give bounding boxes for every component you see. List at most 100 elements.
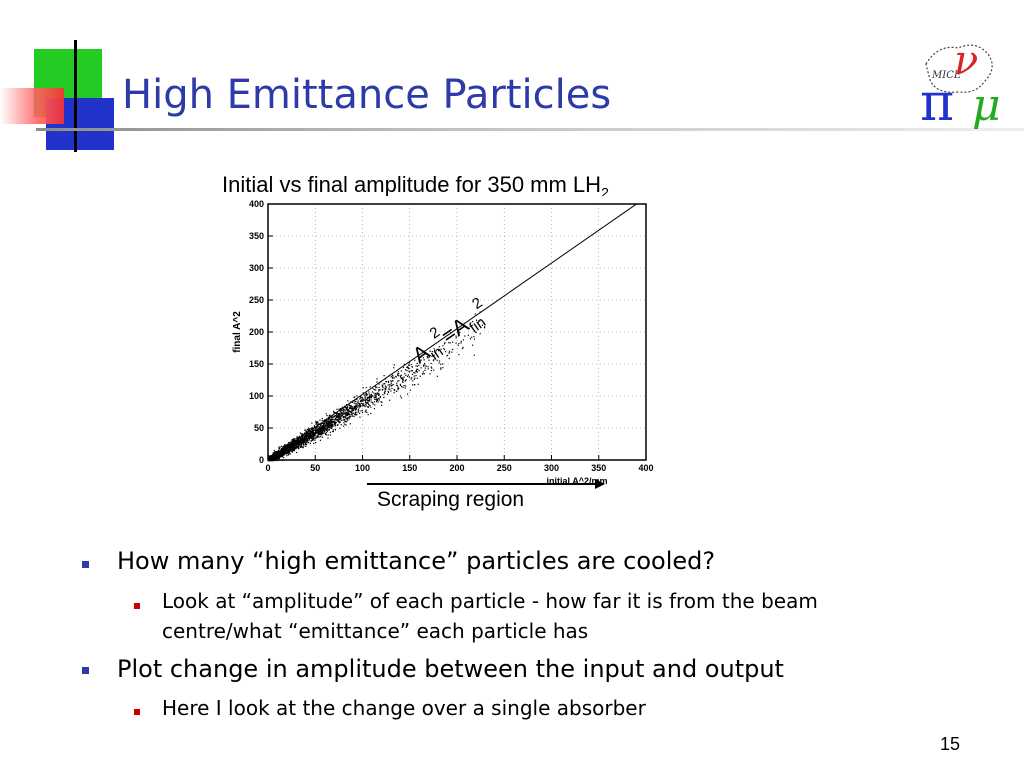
data-point [329,414,331,416]
data-point [399,383,401,385]
data-point [333,422,336,424]
data-point [293,446,295,448]
data-point [320,433,322,435]
logo-label: MICE [931,70,962,81]
data-point [328,418,331,420]
data-point [384,387,386,390]
data-point [409,389,411,391]
data-point [448,342,450,344]
data-point [325,428,327,430]
data-point [348,413,350,415]
data-point [392,380,394,382]
data-point [301,437,303,439]
data-point [423,359,425,361]
data-point [364,398,366,400]
data-point [281,455,283,457]
data-point [346,409,348,411]
data-point [287,448,289,450]
data-point [300,445,302,448]
data-point [306,436,308,438]
data-point [481,324,484,326]
data-point [396,390,398,392]
data-point [446,355,448,357]
data-point [290,445,292,448]
data-point [281,454,283,456]
sub-bullet-marker [134,603,140,609]
chart-caption-subscript: 2 [601,184,609,201]
data-point [277,453,280,455]
data-point [274,451,276,454]
data-point [333,419,335,421]
data-point [411,377,413,379]
data-point [349,415,351,418]
data-point [458,354,460,356]
data-point [291,445,294,447]
data-point [303,445,305,447]
data-point [361,402,363,404]
data-point [287,444,289,446]
data-point [397,386,399,388]
data-point [312,436,314,438]
data-point [277,456,280,459]
data-point [383,383,386,385]
y-tick-label: 300 [249,263,264,273]
data-point [321,430,323,432]
data-point [325,423,327,425]
data-point [289,446,291,448]
data-point [334,423,336,425]
data-point [312,433,314,435]
data-point [390,376,392,378]
data-point [346,406,348,409]
x-tick-label: 100 [355,463,370,473]
data-point [379,396,382,398]
data-point [346,419,348,421]
data-point [271,458,274,460]
data-point [406,393,409,395]
data-point [375,397,377,399]
data-point [306,431,308,433]
data-point [323,422,325,425]
data-point [366,399,368,401]
data-point [329,434,331,436]
data-point [322,423,325,426]
data-point [344,423,346,425]
data-point [315,428,317,430]
data-point [356,413,358,416]
data-point [343,415,345,418]
data-point [323,431,325,433]
data-point [460,340,462,342]
data-point [288,451,290,453]
data-point [416,368,418,370]
data-point [281,452,283,454]
data-point [310,437,313,439]
data-point [305,444,307,446]
data-point [396,382,398,384]
data-point [322,427,325,429]
data-point [416,377,418,379]
data-point [286,443,288,446]
data-point [351,414,353,416]
data-point [338,408,340,410]
data-point [314,434,317,436]
data-point [433,369,435,371]
data-point [350,405,352,407]
y-tick-label: 150 [249,359,264,369]
data-point [347,407,349,409]
data-point [278,458,280,460]
data-point [301,441,303,443]
data-point [313,428,315,430]
data-point [327,437,329,439]
data-point [331,422,333,424]
data-point [392,375,394,377]
data-point [316,423,318,425]
data-point [349,410,351,412]
data-point [378,383,380,385]
data-point [321,425,323,428]
data-point [314,429,316,432]
data-point [345,415,347,417]
data-point [359,403,361,405]
data-point [272,455,274,457]
data-point [460,342,462,344]
data-point [399,375,402,377]
data-point [272,456,275,459]
